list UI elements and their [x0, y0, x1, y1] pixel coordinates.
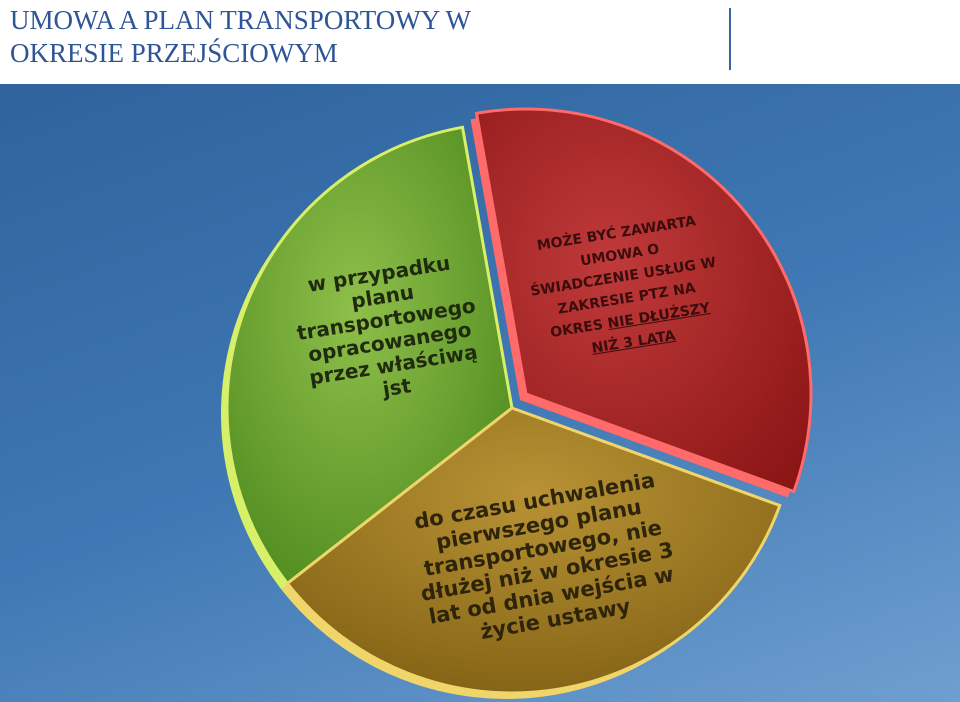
title-line: UMOWA A PLAN TRANSPORTOWY W	[10, 5, 471, 35]
slide-title: UMOWA A PLAN TRANSPORTOWY W OKRESIE PRZE…	[10, 4, 471, 70]
title-bar	[0, 0, 960, 84]
red-segment	[474, 107, 813, 494]
title-line: OKRESIE PRZEJŚCIOWYM	[10, 38, 338, 68]
gold-segment	[285, 406, 782, 695]
divider	[729, 8, 731, 70]
green-segment	[225, 125, 514, 586]
